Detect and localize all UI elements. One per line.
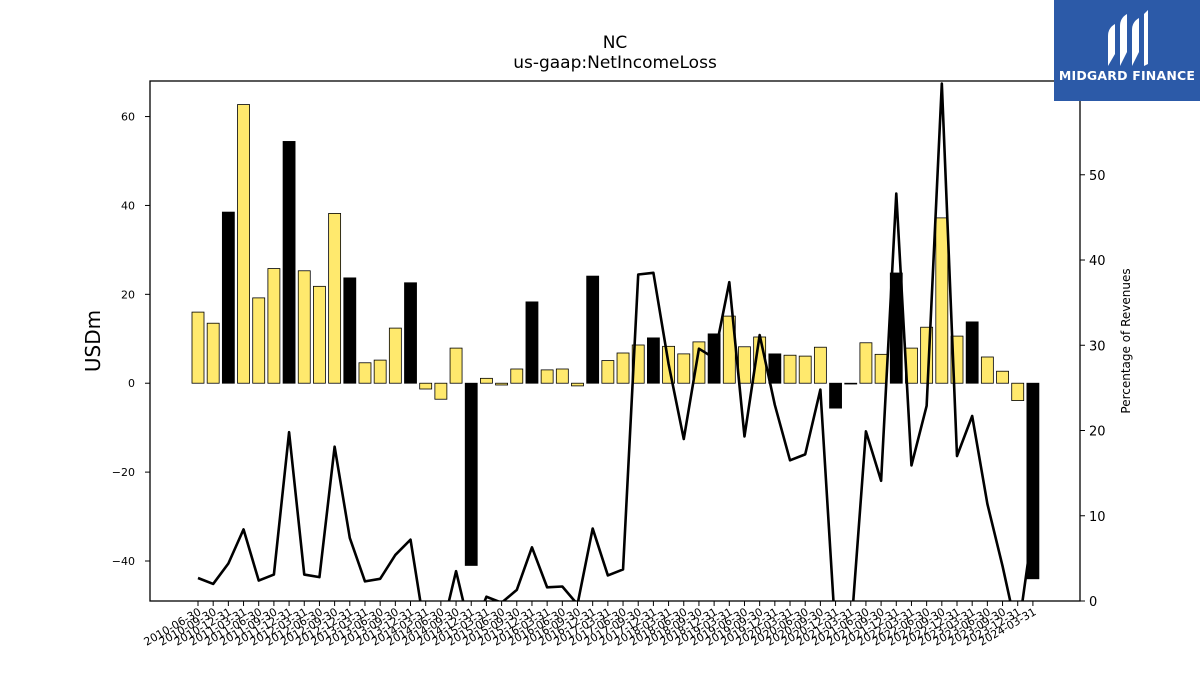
chart-title: NC (603, 33, 628, 53)
y2-tick-label: 30 (1089, 339, 1106, 354)
bar-2010-12-31 (221, 211, 235, 384)
y-tick-label: 60 (121, 111, 135, 124)
bar-2022-09-30 (935, 217, 949, 384)
bar-2020-09-30 (813, 346, 827, 384)
bar-2019-06-30 (738, 346, 751, 384)
brand-name: MIDGARD FINANCE (1058, 68, 1196, 83)
bars-layer (191, 104, 1040, 580)
bar-2017-12-31 (647, 337, 660, 384)
y-tick-label: −40 (112, 555, 135, 568)
bar-2015-12-31 (525, 301, 539, 384)
percentage-of-revenues-line (197, 82, 1035, 601)
bar-2013-09-30 (388, 327, 402, 384)
bar-2023-06-30 (980, 356, 994, 384)
bar-2016-12-31 (586, 275, 600, 384)
bar-2010-09-30 (206, 322, 220, 384)
bar-2015-06-30 (495, 382, 509, 386)
bar-2011-09-30 (267, 268, 281, 384)
y-tick-label: −20 (112, 466, 135, 479)
y2-tick-label: 20 (1089, 425, 1106, 440)
bar-2020-12-31 (829, 382, 842, 409)
bar-2019-12-31 (768, 353, 782, 384)
y2-tick-label: 0 (1089, 595, 1097, 610)
bar-2011-03-31 (237, 104, 250, 384)
y-tick-label: 0 (128, 377, 135, 390)
bar-2016-03-31 (540, 369, 554, 384)
y2-tick-label: 10 (1089, 510, 1106, 525)
bar-2012-09-30 (328, 213, 342, 384)
bar-2012-06-30 (313, 285, 326, 384)
bar-2023-12-31 (1011, 382, 1025, 401)
y-axis-label: USDm (81, 310, 105, 372)
bar-2016-06-30 (555, 368, 569, 384)
bar-2013-03-31 (358, 362, 372, 384)
bar-2014-06-30 (434, 382, 448, 400)
bar-2011-06-30 (252, 297, 266, 384)
bar-2011-12-31 (282, 141, 296, 384)
y2-axis-label: Percentage of Revenues (1119, 268, 1133, 413)
bar-2017-03-31 (601, 360, 615, 384)
bar-2013-12-31 (404, 282, 417, 384)
bar-2024-03-31 (1026, 382, 1040, 580)
x-ticks: 2010-06-302010-09-302010-12-312011-03-31… (142, 601, 1038, 649)
brand-logo-icon (1108, 10, 1148, 66)
bar-2014-03-31 (419, 382, 433, 390)
y2-tick-label: 40 (1089, 254, 1106, 269)
y2-ticks: 0102030405060 (1080, 84, 1106, 610)
y2-tick-label: 50 (1089, 169, 1106, 184)
bar-2012-12-31 (343, 277, 357, 384)
bar-2014-12-31 (464, 382, 478, 566)
brand-logo: MIDGARD FINANCE (1054, 0, 1200, 101)
bar-2020-06-30 (798, 355, 812, 384)
y-tick-label: 20 (121, 288, 135, 301)
line-layer (197, 82, 1035, 601)
bar-2012-03-31 (297, 270, 311, 384)
bar-2018-06-30 (677, 353, 691, 384)
bar-2015-09-30 (510, 368, 524, 384)
bar-2014-09-30 (449, 347, 463, 384)
plot-frame (149, 80, 1081, 602)
bar-2017-06-30 (616, 352, 630, 384)
bar-2020-03-31 (783, 354, 797, 384)
bar-2016-09-30 (571, 382, 584, 387)
bar-2015-03-31 (480, 377, 493, 384)
chart-subtitle: us-gaap:NetIncomeLoss (513, 53, 717, 73)
bar-2023-03-31 (965, 321, 979, 384)
bar-2010-06-30 (191, 311, 205, 384)
bar-2023-09-30 (996, 370, 1009, 384)
y-tick-label: 40 (121, 199, 135, 212)
bar-2021-06-30 (859, 342, 873, 384)
bar-2021-03-31 (844, 382, 858, 385)
bar-2013-06-30 (373, 359, 387, 384)
y-ticks: −40 −20 0 20 40 60 (112, 111, 150, 568)
